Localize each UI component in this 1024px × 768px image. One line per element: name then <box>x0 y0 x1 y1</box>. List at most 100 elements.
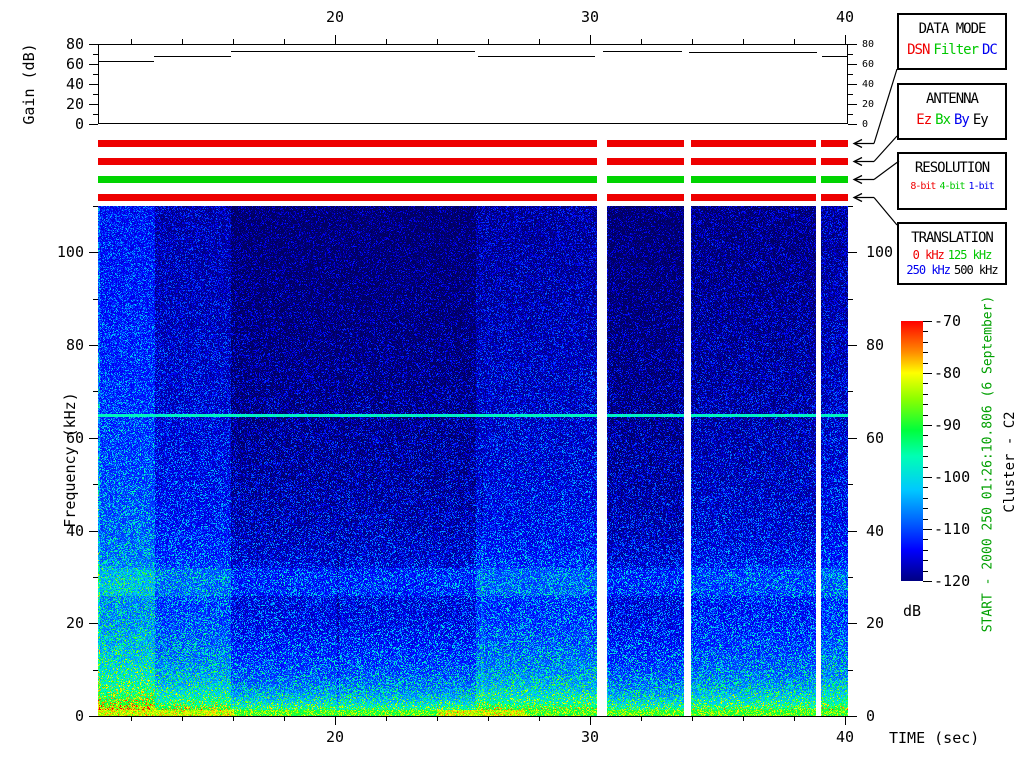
gain-tick-label: 80 <box>65 35 84 53</box>
data-mode-values: DSN Filter DC <box>899 42 1005 58</box>
time-tick-bottom <box>794 716 795 721</box>
legend-value-0-khz: 0 kHz <box>912 248 945 262</box>
time-tick-top <box>641 39 642 44</box>
spectrogram-canvas <box>98 206 848 716</box>
time-tick-bottom <box>335 716 336 725</box>
colorbar-tick-label: -80 <box>934 364 962 382</box>
freq-tick-right <box>848 484 853 485</box>
gain-tick-right <box>848 64 857 65</box>
translation-title: TRANSLATION <box>911 230 994 246</box>
gain-step-plot-canvas <box>98 44 848 124</box>
time-tick-bottom <box>692 716 693 721</box>
time-tick-bottom <box>845 716 846 725</box>
gain-tick-left <box>93 74 98 75</box>
legend-value-ey: Ey <box>972 112 989 128</box>
freq-tick-right <box>848 670 853 671</box>
gain-tick-left <box>89 104 98 105</box>
data-mode-bar <box>691 140 816 147</box>
translation-legend-box: TRANSLATION 0 kHz 125 kHz 250 kHz 500 kHz <box>897 222 1007 285</box>
time-tick-bottom <box>743 716 744 721</box>
freq-tick-label-right: 60 <box>866 429 885 447</box>
colorbar-tick-label: -100 <box>934 468 971 486</box>
gain-tick-label: 60 <box>65 55 84 73</box>
antenna-legend-box: ANTENNA Ez Bx By Ey <box>897 83 1007 140</box>
legend-value-bx: Bx <box>935 112 951 128</box>
colorbar-tick <box>923 581 932 582</box>
gain-tick-right <box>848 94 853 95</box>
resolution-bar <box>98 176 597 183</box>
time-tick-bottom <box>539 716 540 721</box>
freq-tick-label-right: 80 <box>866 336 885 354</box>
time-tick-label-bottom: 30 <box>580 728 600 746</box>
resolution-legend-box: RESOLUTION 8-bit 4-bit 1-bit <box>897 152 1007 210</box>
colorbar-tick <box>923 550 928 551</box>
colorbar-tick <box>923 487 928 488</box>
gain-plot-frame <box>98 44 848 124</box>
colorbar-tick <box>923 373 932 374</box>
time-tick-top <box>794 39 795 44</box>
time-tick-bottom <box>131 716 132 721</box>
gain-tick-left <box>93 54 98 55</box>
freq-tick-left <box>89 345 98 346</box>
translation-values-row2: 250 kHz 500 kHz <box>899 263 1005 277</box>
resolution-bar <box>607 176 684 183</box>
freq-tick-left <box>93 299 98 300</box>
freq-tick-right <box>848 206 853 207</box>
data-mode-bar <box>98 140 597 147</box>
freq-tick-label: 60 <box>65 429 84 447</box>
freq-tick-right <box>848 299 853 300</box>
gain-tick-left <box>93 114 98 115</box>
antenna-bar <box>821 158 848 165</box>
freq-tick-left <box>93 391 98 392</box>
gain-tick-label: 40 <box>65 75 84 93</box>
time-tick-top <box>233 39 234 44</box>
time-tick-top <box>131 39 132 44</box>
freq-tick-label-right: 40 <box>866 522 885 540</box>
time-tick-bottom <box>386 716 387 721</box>
freq-tick-right <box>848 438 857 439</box>
legend-value-by: By <box>954 112 970 128</box>
gain-tick-label: 20 <box>65 95 84 113</box>
time-tick-bottom <box>488 716 489 721</box>
time-tick-top <box>590 35 591 44</box>
freq-tick-right <box>848 391 853 392</box>
time-tick-bottom <box>641 716 642 721</box>
freq-tick-label: 40 <box>65 522 84 540</box>
gain-tick-right <box>848 114 853 115</box>
legend-value-dsn: DSN <box>907 42 930 58</box>
time-axis-title: TIME (sec) <box>889 729 980 747</box>
freq-tick-label: 0 <box>74 707 84 725</box>
time-tick-label-bottom: 20 <box>325 728 345 746</box>
data-mode-title: DATA MODE <box>918 21 987 37</box>
gain-tick-right <box>848 104 857 105</box>
colorbar-tick-label: -70 <box>934 312 962 330</box>
antenna-bar <box>691 158 816 165</box>
time-tick-label-bottom: 40 <box>835 728 855 746</box>
gain-tick-label-right: 0 <box>862 119 869 130</box>
legend-value-500-khz: 500 kHz <box>954 263 999 277</box>
freq-tick-left <box>93 577 98 578</box>
translation-bar <box>98 194 597 201</box>
colorbar-tick <box>923 519 928 520</box>
freq-tick-label: 100 <box>56 243 84 261</box>
colorbar-tick <box>923 321 932 322</box>
freq-tick-right <box>848 623 857 624</box>
colorbar-tick <box>923 508 928 509</box>
gain-tick-left <box>89 44 98 45</box>
time-tick-top <box>182 39 183 44</box>
colorbar-gradient <box>901 321 923 581</box>
freq-tick-right <box>848 577 853 578</box>
resolution-values: 8-bit 4-bit 1-bit <box>899 181 1005 192</box>
freq-tick-left <box>89 623 98 624</box>
freq-tick-left <box>89 531 98 532</box>
colorbar-tick <box>923 498 928 499</box>
gain-tick-label-right: 20 <box>862 99 875 110</box>
legend-value-1-bit: 1-bit <box>968 181 995 192</box>
gain-tick-label-right: 40 <box>862 79 875 90</box>
legend-value-8-bit: 8-bit <box>910 181 936 192</box>
freq-tick-left <box>93 206 98 207</box>
resolution-title: RESOLUTION <box>914 160 990 176</box>
colorbar-tick <box>923 456 928 457</box>
colorbar-tick <box>923 477 932 478</box>
